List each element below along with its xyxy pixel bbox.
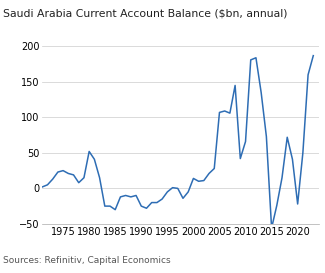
Text: Sources: Refinitiv, Capital Economics: Sources: Refinitiv, Capital Economics	[3, 256, 171, 265]
Text: Saudi Arabia Current Account Balance ($bn, annual): Saudi Arabia Current Account Balance ($b…	[3, 8, 288, 18]
